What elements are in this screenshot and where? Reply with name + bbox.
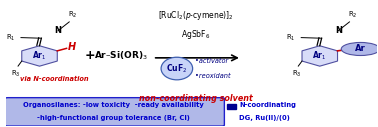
Text: [RuCl$_2$($p$-cymene)]$_2$: [RuCl$_2$($p$-cymene)]$_2$: [158, 9, 234, 22]
Text: •activator: •activator: [195, 58, 228, 64]
Text: N-coordinating: N-coordinating: [239, 102, 296, 108]
Text: R$_2$: R$_2$: [349, 10, 358, 20]
Text: N: N: [54, 26, 62, 35]
Polygon shape: [22, 46, 57, 66]
Text: R$_3$: R$_3$: [291, 69, 301, 79]
Text: Ar: Ar: [355, 44, 366, 53]
Text: AgSbF$_6$: AgSbF$_6$: [181, 28, 211, 41]
Text: R$_2$: R$_2$: [68, 10, 78, 20]
Polygon shape: [302, 46, 338, 66]
Circle shape: [341, 42, 378, 55]
Text: H: H: [67, 42, 76, 52]
FancyBboxPatch shape: [5, 98, 225, 126]
Bar: [227, 104, 236, 109]
Text: R$_1$: R$_1$: [286, 33, 296, 43]
Text: R$_1$: R$_1$: [6, 33, 15, 43]
Text: via N-coordination: via N-coordination: [20, 76, 89, 82]
Text: •reoxidant: •reoxidant: [195, 73, 230, 79]
Text: -high-functional group tolerance (Br, Cl): -high-functional group tolerance (Br, Cl…: [37, 115, 190, 121]
Text: Ar–Si(OR)$_3$: Ar–Si(OR)$_3$: [94, 49, 148, 62]
Text: +: +: [84, 49, 95, 62]
Text: DG, Ru(II)/(0): DG, Ru(II)/(0): [239, 115, 290, 121]
Text: N: N: [335, 26, 342, 35]
Text: R$_3$: R$_3$: [11, 69, 21, 79]
Text: Ar$_1$: Ar$_1$: [32, 50, 47, 62]
Ellipse shape: [161, 57, 193, 80]
Text: non-coordinating solvent: non-coordinating solvent: [139, 94, 253, 103]
Text: CuF$_2$: CuF$_2$: [166, 62, 187, 75]
Text: Organosilanes: -low toxicity  -ready availability: Organosilanes: -low toxicity -ready avai…: [23, 102, 204, 108]
Text: Ar$_1$: Ar$_1$: [313, 50, 327, 62]
